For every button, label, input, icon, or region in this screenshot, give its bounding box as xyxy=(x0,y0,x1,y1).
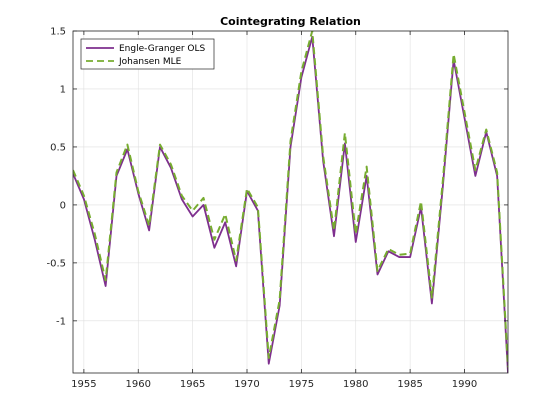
y-tick-label: 0 xyxy=(60,200,66,211)
y-tick-label: -0.5 xyxy=(46,258,66,269)
x-tick-label: 1965 xyxy=(180,379,205,390)
x-tick-label: 1990 xyxy=(452,379,477,390)
plot-area xyxy=(73,31,508,373)
legend-box xyxy=(80,38,215,70)
legend: Engle-Granger OLS Johansen MLE xyxy=(80,38,215,70)
x-tick-label: 1955 xyxy=(71,379,96,390)
legend-label: Engle-Granger OLS xyxy=(119,44,206,54)
chart-title: Cointegrating Relation xyxy=(220,15,361,28)
x-tick-label: 1985 xyxy=(397,379,422,390)
y-tick-label: -1 xyxy=(56,316,66,327)
x-tick-label: 1980 xyxy=(343,379,368,390)
x-tick-label: 1960 xyxy=(126,379,151,390)
plot-frame xyxy=(72,30,509,374)
tick-layer: 1955 1960 1965 1970 1975 1980 1985 1990 1.5 1 0.5 0… xyxy=(46,27,508,390)
series-layer xyxy=(73,31,508,373)
y-tick-label: 1 xyxy=(60,84,66,95)
series-line-johansen-mle xyxy=(73,31,508,368)
y-tick-label: 0.5 xyxy=(50,142,66,153)
x-tick-label: 1975 xyxy=(289,379,314,390)
legend-label: Johansen MLE xyxy=(118,57,182,67)
y-tick-label: 1.5 xyxy=(50,27,66,38)
x-tick-label: 1970 xyxy=(234,379,259,390)
